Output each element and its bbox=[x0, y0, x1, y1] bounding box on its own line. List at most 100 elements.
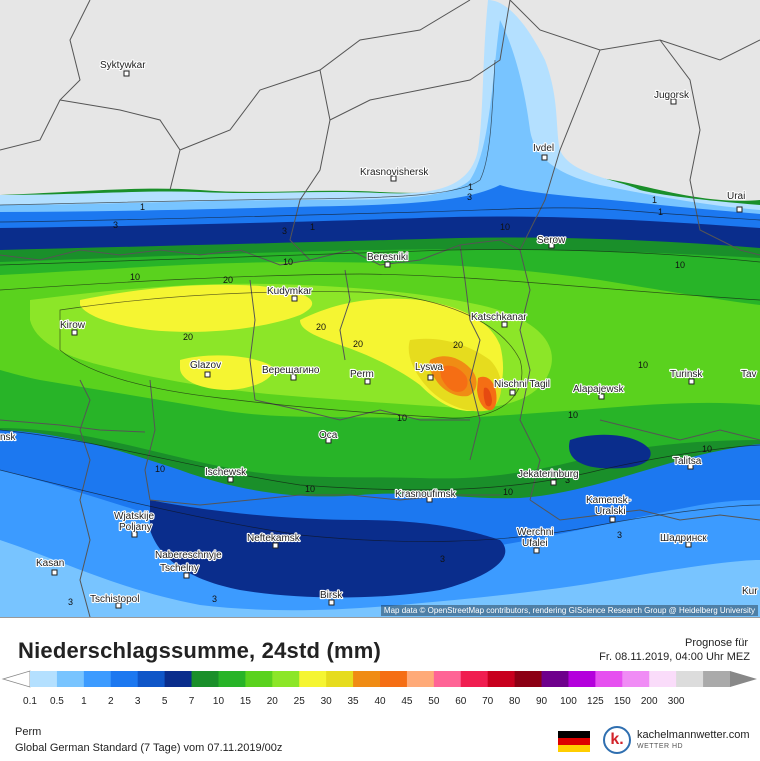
city-marker[interactable] bbox=[533, 547, 540, 554]
legend-tick-label: 80 bbox=[509, 696, 521, 707]
contour-label: 1 bbox=[468, 182, 473, 192]
city-marker[interactable] bbox=[131, 531, 138, 538]
city-label: Oca bbox=[319, 430, 338, 441]
map-title: Niederschlagssumme, 24std (mm) bbox=[18, 638, 382, 663]
city-label: Nabereschnyje bbox=[155, 550, 222, 561]
city-marker[interactable] bbox=[427, 374, 434, 381]
city-marker[interactable] bbox=[227, 476, 234, 483]
legend-tick-label: 10 bbox=[213, 696, 225, 707]
city-marker[interactable] bbox=[115, 602, 122, 609]
legend-tick-label: 125 bbox=[587, 696, 604, 707]
city-marker[interactable] bbox=[71, 329, 78, 336]
city-marker[interactable] bbox=[598, 393, 605, 400]
precipitation-map[interactable]: 1 1 3 1 3 1 1 3 10 10 10 10 20 20 20 20 … bbox=[0, 0, 760, 617]
legend-swatch bbox=[380, 671, 408, 687]
city-marker[interactable] bbox=[364, 378, 371, 385]
legend-swatch bbox=[164, 671, 193, 687]
legend-min-arrow bbox=[1, 670, 31, 688]
legend-tick-label: 45 bbox=[401, 696, 413, 707]
city-marker[interactable] bbox=[123, 70, 130, 77]
legend-tick-label: 300 bbox=[668, 696, 685, 707]
legend-swatch bbox=[433, 671, 462, 687]
legend-tick-label: 90 bbox=[536, 696, 548, 707]
legend-swatch bbox=[272, 671, 300, 687]
city-label: Glazov bbox=[190, 360, 221, 371]
contour-lines bbox=[0, 59, 760, 542]
legend-tick-label: 20 bbox=[267, 696, 279, 707]
city-marker[interactable] bbox=[290, 374, 297, 381]
city-marker[interactable] bbox=[426, 496, 433, 503]
city-marker[interactable] bbox=[550, 479, 557, 486]
legend-swatch bbox=[83, 671, 112, 687]
legend-tick-label: 25 bbox=[294, 696, 306, 707]
germany-flag-icon bbox=[558, 731, 590, 752]
city-label: Ivdel bbox=[533, 143, 554, 154]
city-markers: Syktywkar Jugorsk Ivdel Krasnovishersk U… bbox=[0, 59, 759, 609]
legend-swatch bbox=[353, 671, 381, 687]
legend-swatch bbox=[487, 671, 516, 687]
kachelmann-logo-icon: k. bbox=[603, 726, 631, 754]
legend-swatch bbox=[218, 671, 246, 687]
legend-tick-label: 30 bbox=[321, 696, 333, 707]
contour-label: 10 bbox=[397, 413, 407, 423]
forecast-caption: Prognose für bbox=[685, 637, 748, 649]
legend-tick-label: 70 bbox=[482, 696, 494, 707]
contour-label: 1 bbox=[658, 207, 663, 217]
city-marker[interactable] bbox=[183, 572, 190, 579]
city-label: Lyswa bbox=[415, 362, 443, 373]
city-label: Serow bbox=[537, 235, 566, 246]
legend-swatch bbox=[649, 671, 677, 687]
city-label: Kamensk- bbox=[586, 495, 631, 506]
legend-swatch bbox=[30, 671, 58, 687]
city-label: Poljany bbox=[119, 522, 152, 533]
legend-swatch bbox=[110, 671, 139, 687]
city-marker[interactable] bbox=[328, 599, 335, 606]
city-marker[interactable] bbox=[509, 389, 516, 396]
city-marker[interactable] bbox=[688, 378, 695, 385]
city-marker[interactable] bbox=[670, 98, 677, 105]
legend-swatch bbox=[622, 671, 650, 687]
legend-tick-label: 35 bbox=[348, 696, 360, 707]
city-marker[interactable] bbox=[204, 371, 211, 378]
contour-label: 3 bbox=[617, 530, 622, 540]
city-marker[interactable] bbox=[685, 541, 692, 548]
city-marker[interactable] bbox=[51, 569, 58, 576]
legend-tick-label: 150 bbox=[614, 696, 631, 707]
legend-swatch bbox=[56, 671, 85, 687]
brand-logo[interactable]: k. kachelmannwetter.com WETTER HD bbox=[603, 726, 753, 758]
legend-tick-label: 1 bbox=[81, 696, 87, 707]
contour-label: 20 bbox=[453, 340, 463, 350]
legend-tick-label: 40 bbox=[374, 696, 386, 707]
legend-footer: Niederschlagssumme, 24std (mm) Prognose … bbox=[0, 617, 760, 761]
city-label: Nischni Tagil bbox=[494, 379, 550, 390]
legend-swatch bbox=[514, 671, 543, 687]
color-scale-legend: 0.1 0.5 1 2 3 5 7 10 15 20 25 30 35 40 45 50 60 70 80 90 100… bbox=[1, 670, 757, 707]
region-borders bbox=[0, 0, 760, 617]
legend-tick-label: 50 bbox=[428, 696, 440, 707]
city-marker[interactable] bbox=[384, 261, 391, 268]
precip-field-05mm-north bbox=[0, 20, 760, 240]
contour-label: 10 bbox=[568, 410, 578, 420]
city-marker[interactable] bbox=[541, 154, 548, 161]
city-label: Alapajewsk bbox=[573, 384, 625, 395]
location-label: Perm bbox=[15, 726, 42, 738]
legend-tick-label: 7 bbox=[189, 696, 195, 707]
contour-label: 3 bbox=[68, 597, 73, 607]
city-marker[interactable] bbox=[325, 437, 332, 444]
city-marker[interactable] bbox=[548, 242, 555, 249]
city-label: Neftekamsk bbox=[247, 533, 301, 544]
city-marker[interactable] bbox=[736, 206, 743, 213]
contour-label: 20 bbox=[223, 275, 233, 285]
contour-label: 10 bbox=[500, 222, 510, 232]
city-marker[interactable] bbox=[609, 516, 616, 523]
city-marker[interactable] bbox=[291, 295, 298, 302]
contour-label: 1 bbox=[310, 222, 315, 232]
precip-field-1mm-south bbox=[0, 470, 760, 617]
legend-tick-label: 200 bbox=[641, 696, 658, 707]
city-marker[interactable] bbox=[272, 542, 279, 549]
precip-field-45mm bbox=[483, 387, 492, 407]
city-marker[interactable] bbox=[687, 463, 694, 470]
city-marker[interactable] bbox=[390, 175, 397, 182]
legend-tick-label: 3 bbox=[135, 696, 141, 707]
city-marker[interactable] bbox=[501, 321, 508, 328]
